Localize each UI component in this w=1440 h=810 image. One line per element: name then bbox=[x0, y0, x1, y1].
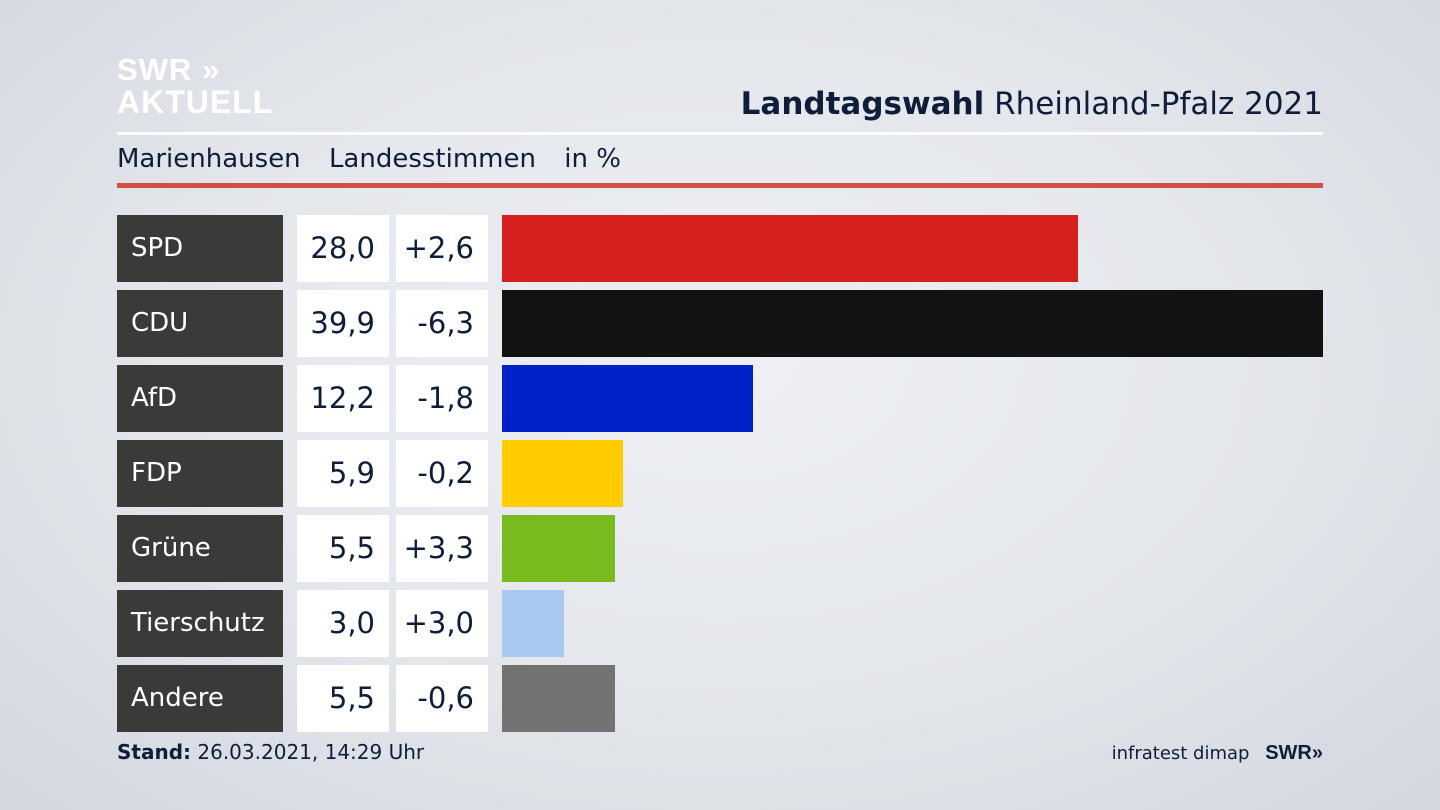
chart-row: Tierschutz 3,0 +3,0 bbox=[117, 590, 1323, 657]
party-label: AfD bbox=[117, 365, 283, 432]
subtitle-unit: in % bbox=[564, 144, 621, 174]
bar-tierschutz bbox=[502, 590, 564, 657]
source-label: infratest dimap bbox=[1111, 743, 1250, 764]
bar-fdp bbox=[502, 440, 623, 507]
title-rest: Rheinland-Pfalz 2021 bbox=[994, 86, 1323, 122]
chart-row: SPD 28,0 +2,6 bbox=[117, 215, 1323, 282]
chart-row: AfD 12,2 -1,8 bbox=[117, 365, 1323, 432]
vote-change-value: +2,6 bbox=[396, 215, 488, 282]
party-label: Andere bbox=[117, 665, 283, 732]
vote-share-value: 12,2 bbox=[297, 365, 389, 432]
timestamp: Stand: 26.03.2021, 14:29 Uhr bbox=[117, 740, 424, 764]
page-title: Landtagswahl Rheinland-Pfalz 2021 bbox=[741, 86, 1323, 122]
party-label: SPD bbox=[117, 215, 283, 282]
subtitle-measure: Landesstimmen bbox=[328, 144, 536, 174]
swr-footer-logo: SWR» bbox=[1265, 742, 1323, 764]
party-label: CDU bbox=[117, 290, 283, 357]
chart-row: Andere 5,5 -0,6 bbox=[117, 665, 1323, 732]
logo-line-1: SWR » bbox=[117, 52, 221, 87]
subtitle: Marienhausen Landesstimmen in % bbox=[117, 144, 641, 174]
chart-row: FDP 5,9 -0,2 bbox=[117, 440, 1323, 507]
chart-row: Grüne 5,5 +3,3 bbox=[117, 515, 1323, 582]
vote-share-value: 5,5 bbox=[297, 515, 389, 582]
subtitle-location: Marienhausen bbox=[117, 144, 301, 174]
vote-share-value: 39,9 bbox=[297, 290, 389, 357]
party-label: Grüne bbox=[117, 515, 283, 582]
bar-gr-ne bbox=[502, 515, 615, 582]
vote-change-value: +3,3 bbox=[396, 515, 488, 582]
accent-divider bbox=[117, 183, 1323, 188]
chart-row: CDU 39,9 -6,3 bbox=[117, 290, 1323, 357]
vote-change-value: -0,2 bbox=[396, 440, 488, 507]
header-divider bbox=[117, 132, 1323, 135]
bar-afd bbox=[502, 365, 753, 432]
party-label: Tierschutz bbox=[117, 590, 283, 657]
bar-cdu bbox=[502, 290, 1323, 357]
vote-share-value: 28,0 bbox=[297, 215, 389, 282]
logo-line-2: AKTUELL bbox=[117, 84, 274, 120]
vote-share-value: 3,0 bbox=[297, 590, 389, 657]
vote-share-value: 5,5 bbox=[297, 665, 389, 732]
vote-change-value: +3,0 bbox=[396, 590, 488, 657]
bar-andere bbox=[502, 665, 615, 732]
vote-change-value: -1,8 bbox=[396, 365, 488, 432]
title-bold: Landtagswahl bbox=[740, 86, 985, 122]
party-label: FDP bbox=[117, 440, 283, 507]
vote-change-value: -6,3 bbox=[396, 290, 488, 357]
source-credit: infratest dimap SWR» bbox=[1112, 742, 1323, 765]
vote-change-value: -0,6 bbox=[396, 665, 488, 732]
stand-label: Stand: bbox=[117, 740, 192, 764]
vote-share-value: 5,9 bbox=[297, 440, 389, 507]
stand-value: 26.03.2021, 14:29 Uhr bbox=[197, 740, 425, 764]
bar-spd bbox=[502, 215, 1078, 282]
swr-aktuell-logo: SWR » AKTUELL bbox=[117, 52, 274, 120]
